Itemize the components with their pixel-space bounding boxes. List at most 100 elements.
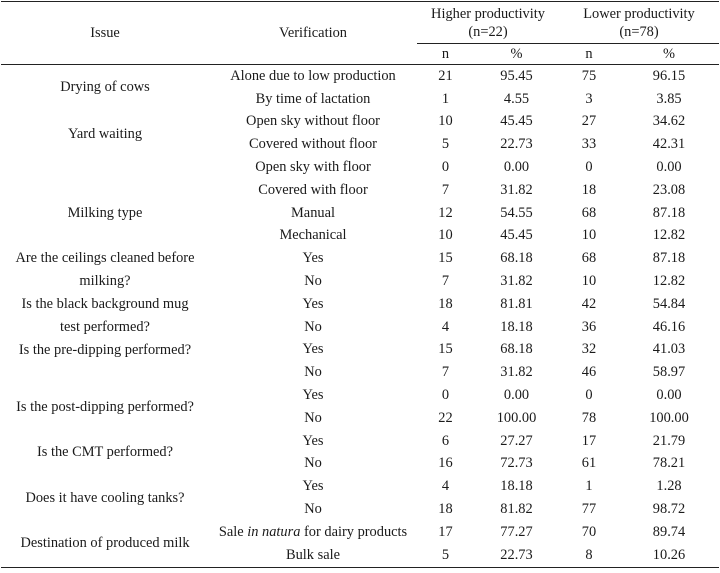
header-higher-productivity: Higher productivity (n=22) — [417, 1, 559, 44]
higher-pct-cell: 81.82 — [500, 501, 533, 518]
verification-cell: No — [304, 318, 322, 335]
verification-cell: Yes — [302, 295, 324, 312]
higher-n-cell: 7 — [441, 273, 450, 290]
higher-pct-cell: 100.00 — [496, 409, 537, 426]
header-lower-n-col: n — [559, 43, 619, 65]
higher-n-cell: 16 — [438, 455, 453, 472]
lower-pct-cell: 96.15 — [652, 67, 686, 84]
higher-n-cell: 18 — [438, 501, 453, 518]
table-row: Covered with floor 7 31.82 18 23.08 — [1, 179, 719, 202]
higher-n-cell: 10 — [438, 227, 453, 244]
lower-n-cell: 32 — [581, 341, 597, 358]
lower-pct-cell: 89.74 — [652, 523, 686, 540]
higher-n-cell: 21 — [438, 67, 453, 84]
higher-pct-cell: 31.82 — [500, 273, 533, 290]
lower-n-cell: 36 — [581, 318, 597, 335]
table-row: No 18 81.82 77 98.72 — [1, 498, 719, 521]
higher-pct-cell: 22.73 — [500, 136, 533, 153]
higher-pct-cell: 0.00 — [503, 387, 530, 404]
header-lower-n: (n=78) — [619, 23, 659, 40]
header-lower-productivity: Lower productivity (n=78) — [559, 1, 719, 44]
table-row: milking? No 7 31.82 10 12.82 — [1, 270, 719, 293]
higher-pct-cell: 45.45 — [500, 113, 533, 130]
higher-n-cell: 4 — [441, 478, 450, 495]
issue-cell: Yard waiting — [67, 125, 143, 142]
higher-n-cell: 7 — [441, 181, 450, 198]
higher-pct-cell: 72.73 — [500, 455, 533, 472]
lower-n-cell: 0 — [585, 387, 593, 404]
table-row: Drying of cows Alone due to low producti… — [1, 65, 719, 96]
lower-n-cell: 18 — [581, 181, 597, 198]
higher-pct-cell: 68.18 — [500, 250, 533, 267]
lower-pct-cell: 34.62 — [652, 113, 686, 130]
table-row: Mechanical 10 45.45 10 12.82 — [1, 225, 719, 248]
lower-n-cell: 3 — [585, 90, 593, 107]
lower-n-cell: 78 — [581, 409, 597, 426]
lower-pct-cell: 100.00 — [649, 409, 689, 426]
higher-n-cell: 12 — [438, 204, 453, 221]
lower-pct-cell: 23.08 — [652, 181, 686, 198]
verification-cell: Open sky without floor — [246, 113, 380, 130]
lower-pct-cell: 98.72 — [652, 501, 686, 518]
table-row: No 16 72.73 61 78.21 — [1, 453, 719, 476]
lower-pct-cell: 58.97 — [652, 364, 686, 381]
lower-n-cell: 68 — [581, 250, 597, 267]
table-row: Is the pre-dipping performed? Yes 15 68.… — [1, 339, 719, 362]
header-lower-pct-col: % — [619, 43, 719, 65]
higher-n-cell: 1 — [441, 90, 450, 107]
lower-pct-cell: 0.00 — [656, 159, 682, 176]
lower-pct-cell: 87.18 — [652, 250, 686, 267]
lower-n-cell: 33 — [581, 136, 597, 153]
table-row: Are the ceilings cleaned before Yes 15 6… — [1, 247, 719, 270]
verification-cell: Yes — [302, 387, 324, 404]
header-lower-label: Lower productivity — [583, 5, 695, 22]
issue-cell: Is the CMT performed? — [36, 444, 173, 461]
higher-pct-cell: 18.18 — [500, 478, 533, 495]
higher-n-cell: 15 — [438, 250, 453, 267]
verification-text-italic: in natura — [247, 523, 301, 540]
lower-pct-cell: 12.82 — [652, 273, 686, 290]
lower-n-cell: 27 — [581, 113, 597, 130]
higher-pct-cell: 31.82 — [500, 181, 533, 198]
higher-n-cell: 17 — [438, 523, 453, 540]
table-row: No 22 100.00 78 100.00 — [1, 407, 719, 430]
lower-pct-cell: 12.82 — [652, 227, 686, 244]
lower-n-cell: 68 — [581, 204, 597, 221]
issue-cell: Are the ceilings cleaned before — [15, 250, 195, 267]
higher-n-cell: 22 — [438, 409, 453, 426]
lower-n-cell: 10 — [581, 273, 597, 290]
table-row: Does it have cooling tanks? Yes 4 18.18 … — [1, 475, 719, 506]
verification-cell: Yes — [302, 432, 324, 449]
table-row: Milking type Manual 12 54.55 68 87.18 — [1, 202, 719, 225]
table-row: Is the post-dipping performed? Yes 0 0.0… — [1, 384, 719, 415]
higher-n-cell: 18 — [438, 295, 453, 312]
lower-pct-cell: 3.85 — [656, 90, 682, 107]
higher-n-cell: 5 — [441, 136, 450, 153]
verification-cell: Open sky with floor — [255, 159, 371, 176]
table-row: test performed? No 4 18.18 36 46.16 — [1, 316, 719, 339]
higher-pct-cell: 22.73 — [474, 543, 559, 568]
lower-n-cell: 46 — [581, 364, 597, 381]
table-row: By time of lactation 1 4.55 3 3.85 — [1, 88, 719, 111]
higher-pct-cell: 54.55 — [500, 204, 533, 221]
table-row: Is the black background mug Yes 18 81.81… — [1, 293, 719, 316]
lower-n-cell: 0 — [585, 159, 593, 176]
higher-pct-cell: 77.27 — [500, 523, 533, 540]
lower-pct-cell: 10.26 — [619, 543, 719, 568]
lower-pct-cell: 42.31 — [652, 136, 686, 153]
lower-pct-cell: 0.00 — [656, 387, 682, 404]
issue-cell: test performed? — [60, 318, 150, 335]
issue-cell: Destination of produced milk — [1, 520, 209, 568]
verification-cell: Alone due to low production — [230, 67, 396, 84]
table-row: Bulk sale 5 22.73 8 10.26 — [1, 543, 719, 568]
higher-pct-cell: 4.55 — [503, 90, 530, 107]
higher-n-cell: 7 — [441, 364, 450, 381]
higher-n-cell: 0 — [441, 159, 450, 176]
verification-cell: Covered without floor — [249, 136, 377, 153]
verification-text-post: for dairy products — [300, 523, 408, 540]
lower-n-cell: 75 — [581, 67, 597, 84]
lower-n-cell: 61 — [581, 455, 597, 472]
lower-pct-cell: 54.84 — [652, 295, 686, 312]
higher-pct-cell: 81.81 — [500, 295, 533, 312]
higher-pct-cell: 95.45 — [500, 67, 533, 84]
